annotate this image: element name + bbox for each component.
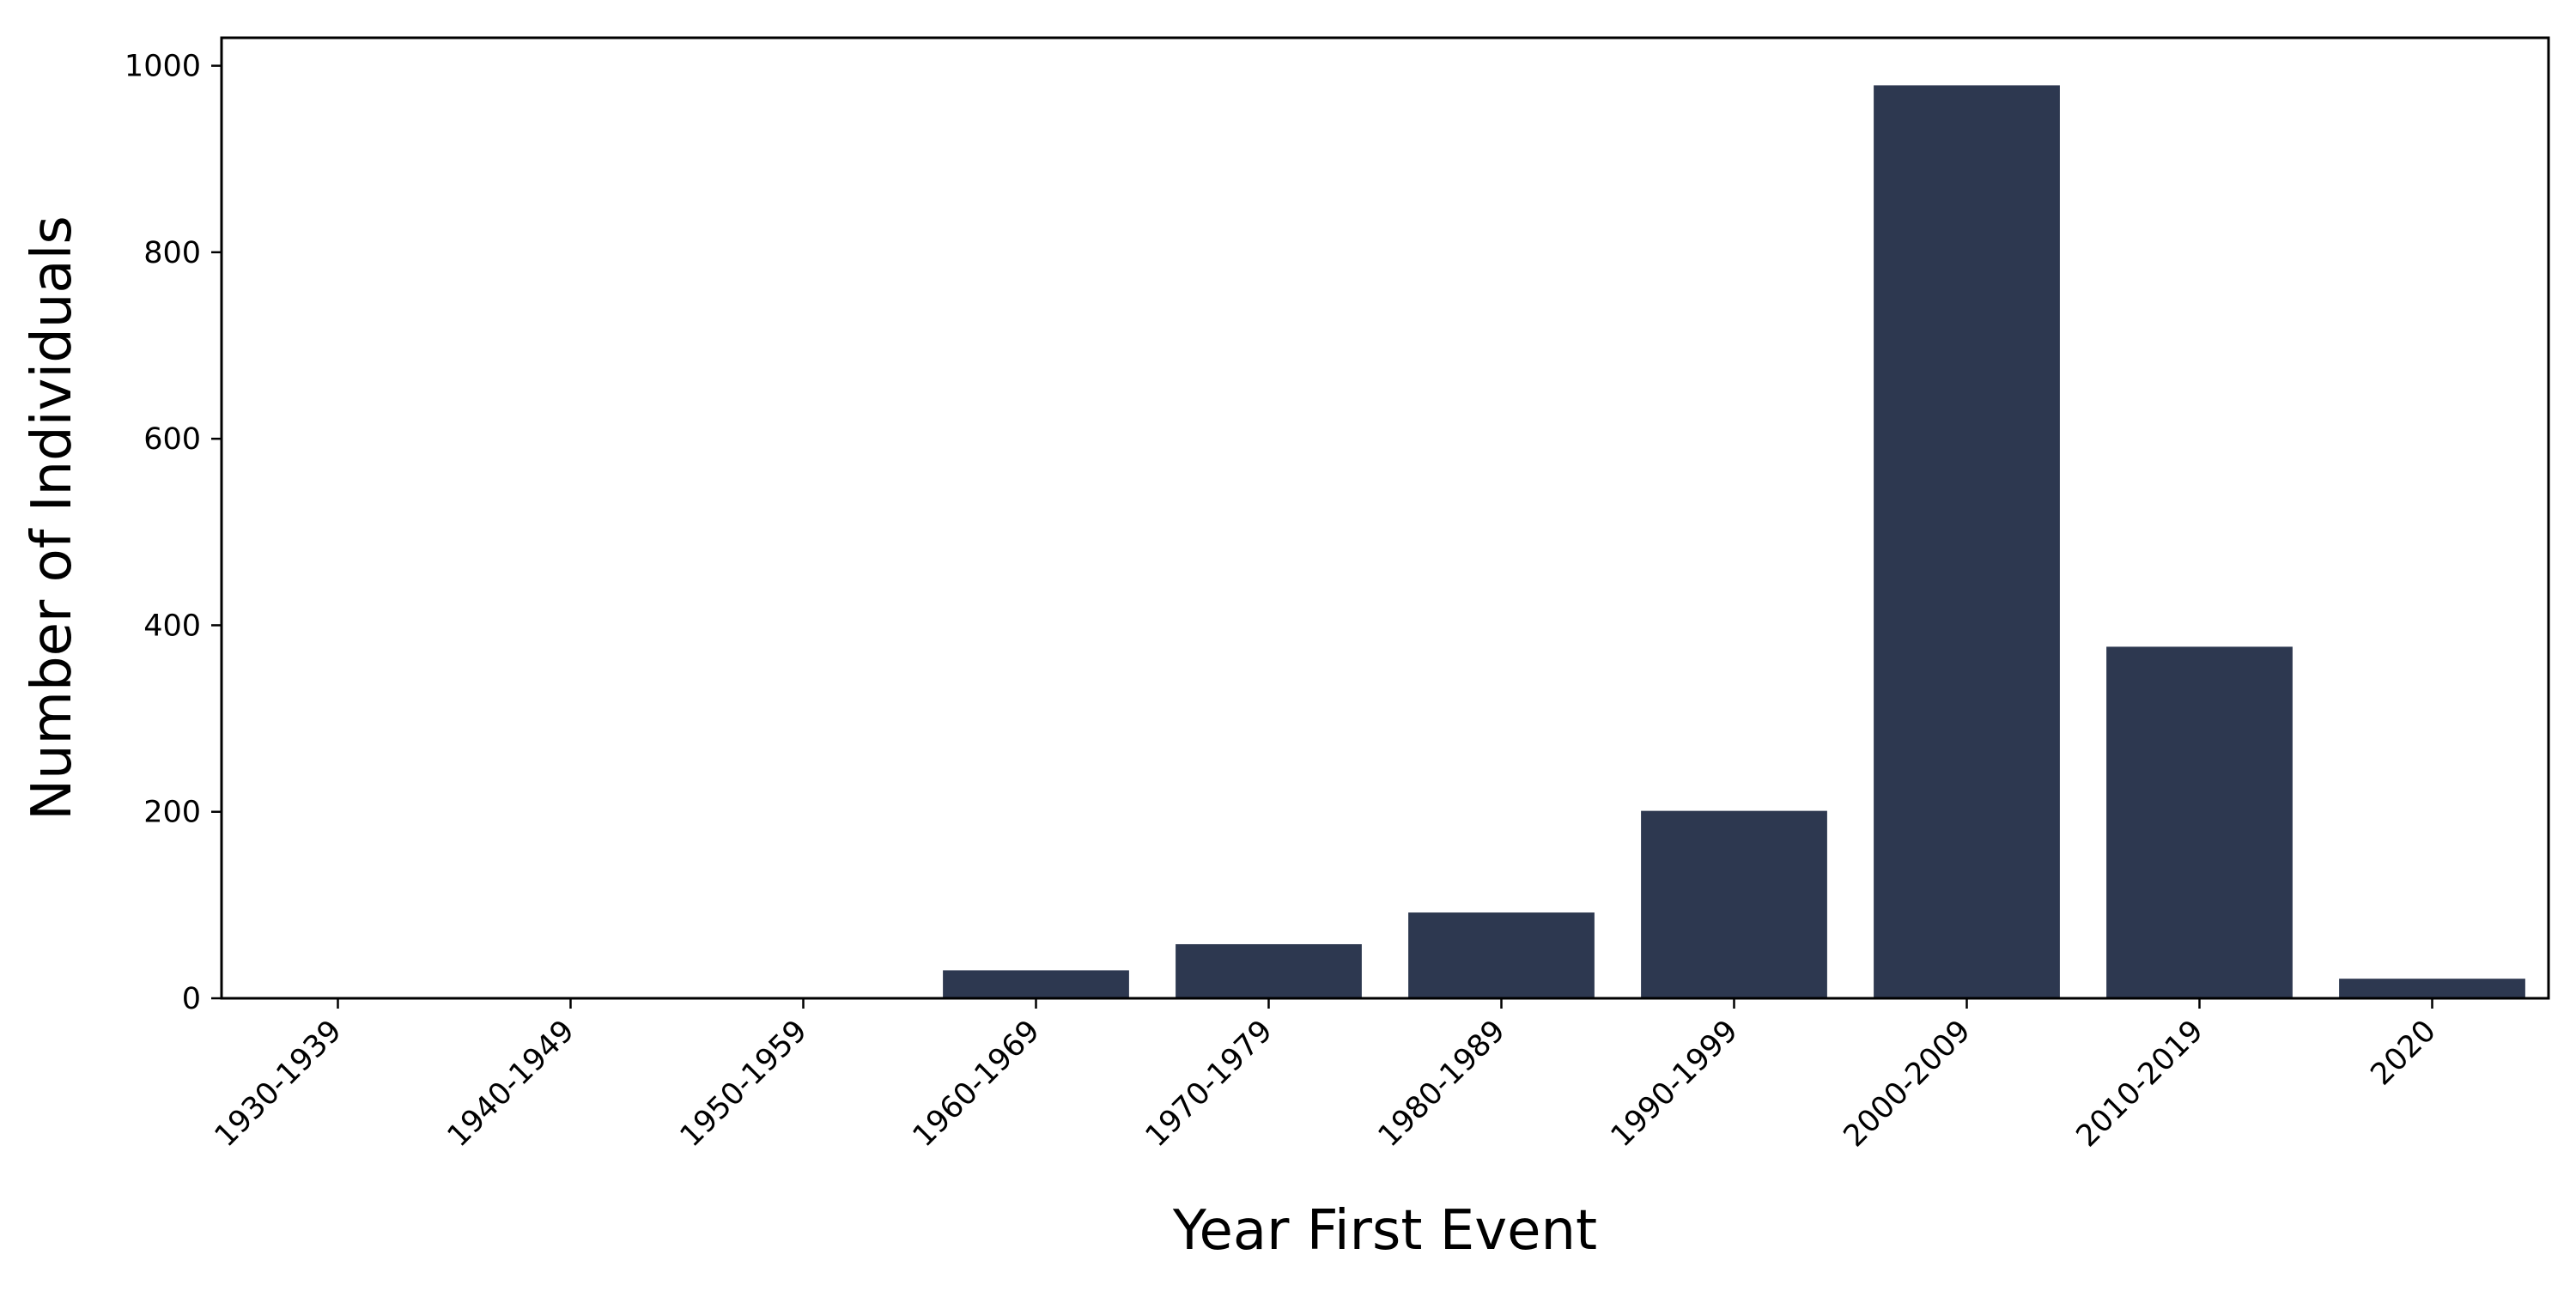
x-tick-label-1960-1969: 1960-1969: [907, 1014, 1047, 1154]
bar-1980-1989: [1408, 912, 1595, 998]
bar-1960-1969: [943, 970, 1129, 998]
x-axis: 1930-1939 1940-1949 1950-1959 1960-1969 1970…: [209, 998, 2443, 1154]
y-axis-title: Number of Individuals: [21, 215, 84, 821]
x-tick-label-2020: 2020: [2365, 1014, 2443, 1092]
x-tick-label-1950-1959: 1950-1959: [674, 1014, 814, 1154]
bar-2020: [2339, 979, 2525, 998]
x-tick-label-1980-1989: 1980-1989: [1372, 1014, 1512, 1154]
plot-frame: [220, 36, 2550, 1000]
bar-2000-2009: [1874, 85, 2060, 999]
y-tick-label-600: 600: [143, 422, 201, 457]
y-tick-label-800: 800: [143, 236, 201, 270]
x-tick-label-1970-1979: 1970-1979: [1139, 1014, 1279, 1154]
bar-1970-1979: [1176, 943, 1362, 998]
y-tick-label-1000: 1000: [125, 50, 201, 84]
x-axis-title: Year First Event: [1172, 1199, 1597, 1263]
x-tick-label-1930-1939: 1930-1939: [209, 1014, 349, 1154]
y-tick-label-200: 200: [143, 796, 201, 830]
bar-1990-1999: [1641, 810, 1827, 998]
y-tick-label-400: 400: [143, 609, 201, 643]
bar-2010-2019: [2106, 646, 2293, 998]
x-tick-label-1940-1949: 1940-1949: [441, 1014, 581, 1154]
x-tick-label-2010-2019: 2010-2019: [2070, 1014, 2210, 1154]
x-tick-label-1990-1999: 1990-1999: [1605, 1014, 1745, 1154]
bars-layer: [245, 85, 2525, 999]
y-axis: 0 200 400 600 800 1000: [125, 50, 222, 1016]
x-tick-label-2000-2009: 2000-2009: [1838, 1014, 1978, 1154]
y-tick-label-0: 0: [182, 982, 201, 1016]
